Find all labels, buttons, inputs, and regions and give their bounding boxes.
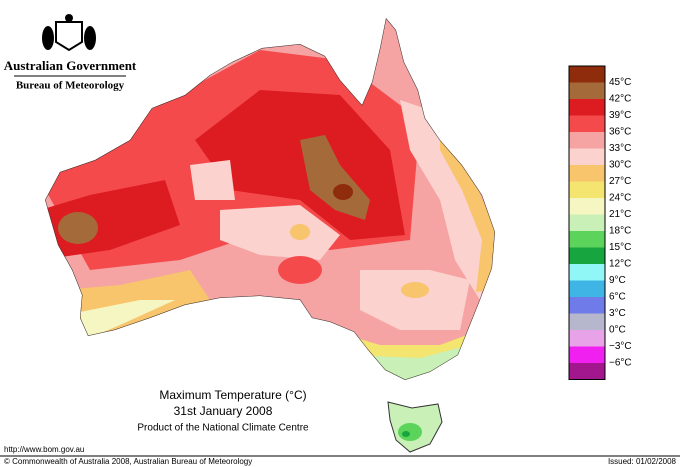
issued: Issued: 01/02/2008 bbox=[608, 457, 677, 466]
legend-swatch bbox=[569, 214, 605, 231]
legend-label: 36°C bbox=[609, 127, 631, 138]
legend-swatch bbox=[569, 297, 605, 314]
legend-swatch bbox=[569, 66, 605, 83]
legend-label: −3°C bbox=[609, 341, 632, 352]
legend-label: 0°C bbox=[609, 325, 626, 336]
legend-label: 15°C bbox=[609, 242, 631, 253]
legend-label: 21°C bbox=[609, 209, 631, 220]
legend-label: 24°C bbox=[609, 193, 631, 204]
legend-swatch bbox=[569, 99, 605, 116]
legend-swatch bbox=[569, 181, 605, 198]
legend-swatch bbox=[569, 330, 605, 347]
government-name: Australian Government bbox=[4, 58, 137, 73]
url: http://www.bom.gov.au bbox=[4, 445, 84, 454]
legend-swatch bbox=[569, 247, 605, 264]
map-product: Product of the National Climate Centre bbox=[137, 423, 309, 434]
map-date: 31st January 2008 bbox=[174, 404, 273, 418]
legend-label: 18°C bbox=[609, 226, 631, 237]
legend-swatch bbox=[569, 132, 605, 149]
legend-swatch bbox=[569, 313, 605, 330]
map-title: Maximum Temperature (°C) bbox=[159, 388, 306, 402]
legend-label: 33°C bbox=[609, 143, 631, 154]
legend-label: 42°C bbox=[609, 94, 631, 105]
legend-label: 9°C bbox=[609, 275, 626, 286]
legend-swatch bbox=[569, 264, 605, 281]
legend: 45°C 42°C 39°C 36°C 33°C 30°C 27°C 24°C 21°C 18°C… bbox=[568, 65, 632, 380]
legend-swatch bbox=[569, 346, 605, 363]
legend-swatch bbox=[569, 115, 605, 132]
legend-label: 3°C bbox=[609, 308, 626, 319]
legend-swatch bbox=[569, 148, 605, 165]
legend-swatch bbox=[569, 280, 605, 297]
tasmania-outline bbox=[387, 401, 443, 453]
legend-label: 45°C bbox=[609, 77, 631, 88]
legend-label: 12°C bbox=[609, 259, 631, 270]
legend-label: 27°C bbox=[609, 176, 631, 187]
legend-swatch bbox=[569, 198, 605, 215]
legend-label: 30°C bbox=[609, 160, 631, 171]
legend-swatch bbox=[569, 165, 605, 182]
legend-label: 6°C bbox=[609, 292, 626, 303]
legend-label: 39°C bbox=[609, 110, 631, 121]
legend-swatch bbox=[569, 82, 605, 99]
crest bbox=[42, 14, 96, 52]
legend-label: −6°C bbox=[609, 358, 632, 369]
copyright: © Commonwealth of Australia 2008, Austra… bbox=[4, 457, 252, 466]
legend-swatch bbox=[569, 231, 605, 248]
agency-name: Bureau of Meteorology bbox=[16, 80, 125, 92]
legend-swatch bbox=[569, 363, 605, 380]
legend-frame bbox=[568, 65, 606, 380]
